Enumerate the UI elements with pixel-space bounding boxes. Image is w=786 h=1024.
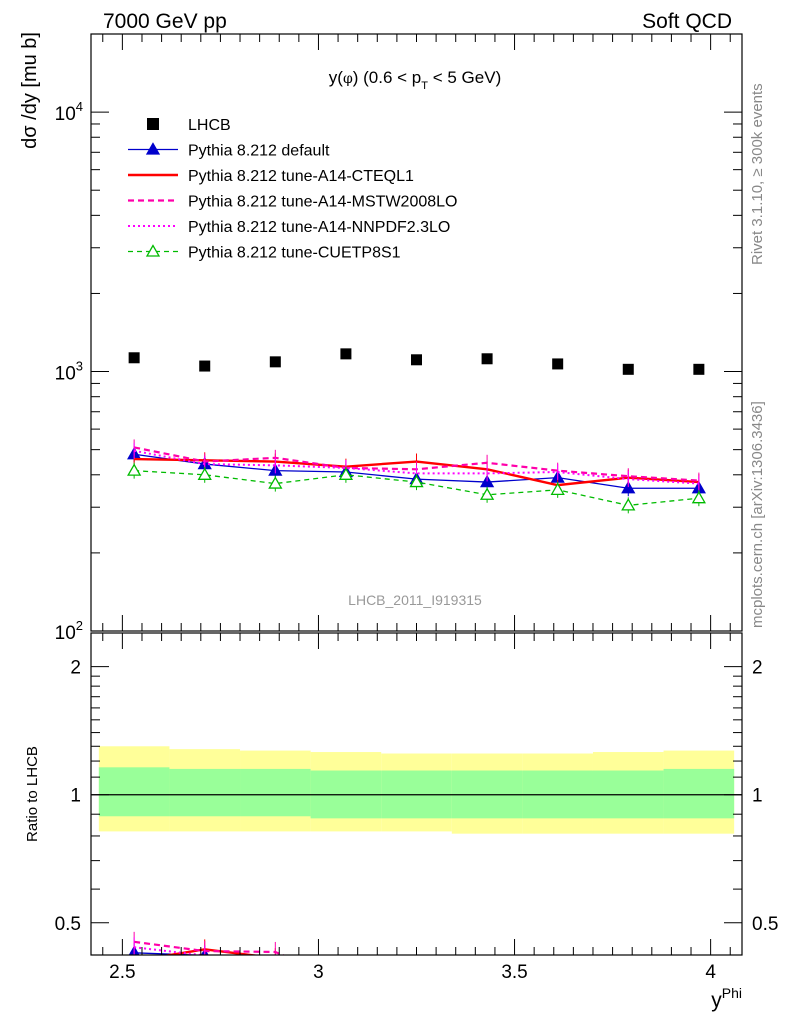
ratio-marker-cuetp8s1 xyxy=(199,967,211,978)
ratio-line-cteql1 xyxy=(162,948,261,955)
y-tick-label: 102 xyxy=(55,618,83,644)
legend-label: Pythia 8.212 tune-A14-NNPDF2.3LO xyxy=(188,219,450,236)
x-tick-label: 3.5 xyxy=(501,962,527,983)
ratio-y-tick-label-left: 1 xyxy=(70,786,81,807)
ratio-marker-default xyxy=(269,967,281,978)
ratio-marker-default xyxy=(411,984,423,995)
x-tick-label: 4 xyxy=(705,962,716,983)
ratio-y-tick-label-left: 0.5 xyxy=(55,914,81,935)
legend-label: Pythia 8.212 tune-A14-CTEQL1 xyxy=(188,168,414,185)
legend-label: Pythia 8.212 default xyxy=(188,143,330,160)
mcplots-label: mcplots.cern.ch [arXiv:1306.3436] xyxy=(749,401,766,628)
marker-default xyxy=(621,480,636,494)
rivet-label: Rivet 3.1.10, ≥ 300k events xyxy=(749,83,766,265)
band-inner xyxy=(169,768,241,817)
ratio-marker-default xyxy=(552,975,564,986)
marker-cuetp8s1 xyxy=(338,467,354,480)
x-tick-label: 3 xyxy=(313,962,324,983)
ratio-y-tick-label-right: 0.5 xyxy=(752,914,778,935)
marker-cuetp8s1 xyxy=(479,487,495,500)
band-inner xyxy=(663,768,735,819)
header-left: 7000 GeV pp xyxy=(103,10,227,33)
marker-cuetp8s1 xyxy=(268,476,283,489)
y-tick-label: 104 xyxy=(55,99,83,125)
marker-cuetp8s1 xyxy=(691,490,706,504)
band-inner xyxy=(98,767,170,817)
data-point-lhcb xyxy=(199,360,211,372)
ratio-marker-default xyxy=(340,983,352,994)
ratio-marker-cuetp8s1 xyxy=(411,989,423,1000)
marker-cuetp8s1 xyxy=(409,474,424,488)
watermark: LHCB_2011_I919315 xyxy=(348,592,482,608)
y-tick-label: 103 xyxy=(55,359,83,385)
ratio-line-cuetp8s1 xyxy=(134,973,699,1018)
header-right: Soft QCD xyxy=(642,10,732,33)
marker-cuetp8s1 xyxy=(127,463,142,476)
y-axis-label: dσ /dy [mu b] xyxy=(19,32,41,149)
data-point-lhcb xyxy=(340,348,352,360)
data-point-lhcb xyxy=(269,356,281,368)
ratio-marker-cuetp8s1 xyxy=(269,989,281,1000)
x-tick-label: 2.5 xyxy=(109,962,135,983)
data-point-lhcb xyxy=(128,352,140,364)
data-point-lhcb xyxy=(481,353,493,365)
data-point-lhcb xyxy=(411,354,422,366)
marker-cuetp8s1 xyxy=(621,498,636,511)
legend-marker-cuetp8s1 xyxy=(145,244,161,257)
series-line-nnpdf xyxy=(133,449,699,485)
legend: LHCB Pythia 8.212 default Pythia 8.212 tun… xyxy=(128,117,457,262)
marker-cuetp8s1 xyxy=(197,467,212,480)
ratio-y-label: Ratio to LHCB xyxy=(24,746,41,842)
marker-cuetp8s1 xyxy=(550,482,565,495)
legend-label: Pythia 8.212 tune-CUETP8S1 xyxy=(188,245,401,262)
ratio-y-tick-label-right: 2 xyxy=(752,658,763,679)
ratio-y-tick-label-left: 2 xyxy=(70,658,81,679)
ratio-line-mstw xyxy=(133,940,286,955)
data-point-lhcb xyxy=(693,363,705,375)
ratio-panel: 0.5 0.5 1 1 2 2 2.5 3 3.5 4 Ratio to LHCB yPhi xyxy=(24,632,778,1023)
ratio-marker-default xyxy=(693,984,705,995)
data-point-lhcb xyxy=(552,358,564,370)
ratio-line-default xyxy=(134,952,206,955)
chart-title: y(φ) (0.6 < pT < 5 GeV) xyxy=(329,68,501,92)
ratio-marker-default xyxy=(622,984,634,995)
ratio-y-tick-label-right: 1 xyxy=(752,786,763,807)
legend-marker-data xyxy=(147,118,159,130)
legend-label: Pythia 8.212 tune-A14-MSTW2008LO xyxy=(188,194,457,211)
band-inner xyxy=(240,768,311,817)
ratio-marker-default xyxy=(481,991,493,1002)
legend-marker-default xyxy=(145,142,161,155)
ratio-marker-cuetp8s1 xyxy=(552,995,564,1006)
main-panel: 102 103 104 y(φ) (0.6 < pT < 5 GeV) dσ /dy… xyxy=(19,32,743,644)
ratio-marker-cuetp8s1 xyxy=(340,987,352,998)
x-axis-label: yPhi xyxy=(711,985,742,1012)
legend-label: LHCB xyxy=(188,117,231,134)
data-point-lhcb xyxy=(622,363,634,375)
ratio-marker-cuetp8s1 xyxy=(622,1012,634,1023)
ratio-marker-cuetp8s1 xyxy=(481,1012,493,1023)
ratio-marker-cuetp8s1 xyxy=(693,1000,705,1011)
